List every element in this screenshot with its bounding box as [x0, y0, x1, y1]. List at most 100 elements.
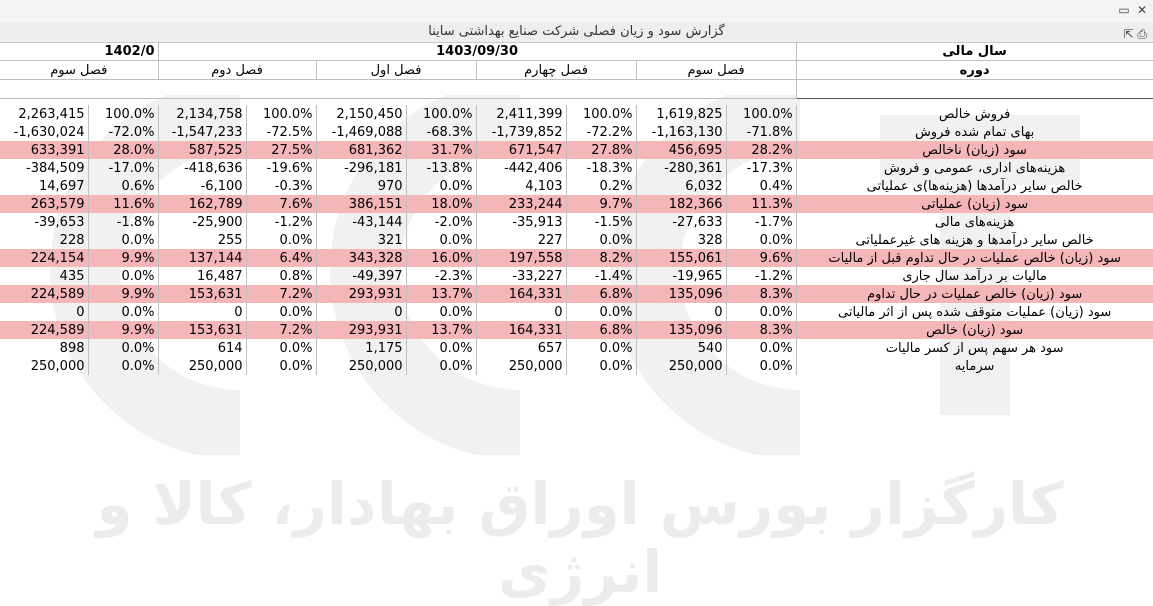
value-cell: 328 — [636, 231, 727, 249]
row-label: سود (زیان) خالص عملیات در حال تداوم قبل … — [796, 249, 1153, 267]
percent-cell: 0.0% — [88, 231, 159, 249]
table-row[interactable]: 14,697 0.6% -6,100 -0.3% 970 0.0% 4,103 0.2% 6,0… — [0, 177, 1153, 195]
value-cell: -1,739,852 — [476, 123, 567, 141]
table-row[interactable]: 263,579 11.6% 162,789 7.6% 386,151 18.0% 233,2… — [0, 195, 1153, 213]
percent-cell: 27.5% — [246, 141, 317, 159]
percent-cell: -1.4% — [566, 267, 637, 285]
value-cell: 1,619,825 — [636, 105, 727, 123]
percent-cell: -72.2% — [566, 123, 637, 141]
table-row[interactable]: 633,391 28.0% 587,525 27.5% 681,362 31.7% 671,… — [0, 141, 1153, 159]
period-q4: فصل دوم — [158, 60, 317, 80]
value-cell: 4,103 — [476, 177, 567, 195]
table-row[interactable]: 250,000 0.0% 250,000 0.0% 250,000 0.0% 250,000… — [0, 357, 1153, 375]
value-cell: 681,362 — [316, 141, 407, 159]
value-cell: -43,144 — [316, 213, 407, 231]
percent-cell: 100.0% — [246, 105, 317, 123]
percent-cell: -13.8% — [406, 159, 477, 177]
table-row[interactable]: 228 0.0% 255 0.0% 321 0.0% 227 0.0% 328 0.0% خالص … — [0, 231, 1153, 249]
percent-cell: 9.7% — [566, 195, 637, 213]
row-label: خالص سایر درآمدها (هزینه‌ها)ی عملیاتی — [796, 177, 1153, 195]
value-cell: 671,547 — [476, 141, 567, 159]
value-cell: 250,000 — [636, 357, 727, 375]
value-cell: -1,630,024 — [0, 123, 89, 141]
value-cell: 540 — [636, 339, 727, 357]
percent-cell: 0.0% — [246, 357, 317, 375]
value-cell: 250,000 — [158, 357, 247, 375]
percent-cell: 0.0% — [566, 339, 637, 357]
percent-cell: 0.0% — [406, 339, 477, 357]
percent-cell: 100.0% — [566, 105, 637, 123]
row-label: فروش خالص — [796, 105, 1153, 123]
percent-cell: -1.5% — [566, 213, 637, 231]
value-cell: -19,965 — [636, 267, 727, 285]
percent-cell: 13.7% — [406, 285, 477, 303]
restore-icon[interactable]: ▭ — [1118, 3, 1130, 17]
percent-cell: -1.2% — [246, 213, 317, 231]
percent-cell: 0.0% — [88, 339, 159, 357]
table-row[interactable]: -384,509 -17.0% -418,636 -19.6% -296,181 -13.… — [0, 159, 1153, 177]
value-cell: 2,150,450 — [316, 105, 407, 123]
value-cell: -49,397 — [316, 267, 407, 285]
value-cell: 250,000 — [0, 357, 89, 375]
value-cell: -418,636 — [158, 159, 247, 177]
close-icon[interactable]: ✕ — [1136, 3, 1148, 17]
table-row[interactable]: 224,589 9.9% 153,631 7.2% 293,931 13.7% 164,33… — [0, 285, 1153, 303]
value-cell: 614 — [158, 339, 247, 357]
percent-cell: 100.0% — [406, 105, 477, 123]
row-label: بهای تمام شده فروش — [796, 123, 1153, 141]
value-cell: -1,163,130 — [636, 123, 727, 141]
percent-cell: 18.0% — [406, 195, 477, 213]
table-row[interactable]: -1,630,024 -72.0% -1,547,233 -72.5% -1,469,0… — [0, 123, 1153, 141]
percent-cell: 0.0% — [566, 303, 637, 321]
percent-cell: 9.6% — [726, 249, 797, 267]
table-row[interactable]: 224,589 9.9% 153,631 7.2% 293,931 13.7% 164,33… — [0, 321, 1153, 339]
table-row[interactable]: 224,154 9.9% 137,144 6.4% 343,328 16.0% 197,55… — [0, 249, 1153, 267]
percent-cell: -18.3% — [566, 159, 637, 177]
value-cell: 227 — [476, 231, 567, 249]
table-row[interactable]: 0 0.0% 0 0.0% 0 0.0% 0 0.0% 0 0.0% سود (زیان) عملی… — [0, 303, 1153, 321]
export-icon[interactable]: ⇱ — [1123, 27, 1134, 41]
print-icon[interactable]: ⎙ — [1137, 27, 1147, 41]
value-cell: -33,227 — [476, 267, 567, 285]
value-cell: 0 — [476, 303, 567, 321]
year-1402-label: 1402/0 — [0, 42, 159, 61]
percent-cell: 13.7% — [406, 321, 477, 339]
percent-cell: 0.2% — [566, 177, 637, 195]
table-row[interactable]: 2,263,415 100.0% 2,134,758 100.0% 2,150,450 1… — [0, 105, 1153, 123]
row-label: سود (زیان) ناخالص — [796, 141, 1153, 159]
value-cell: 2,411,399 — [476, 105, 567, 123]
percent-cell: 7.2% — [246, 321, 317, 339]
percent-cell: -1.7% — [726, 213, 797, 231]
header-spacer-row — [0, 79, 1153, 99]
percent-cell: -2.0% — [406, 213, 477, 231]
percent-cell: 0.0% — [406, 357, 477, 375]
row-label: سرمایه — [796, 357, 1153, 375]
table-row[interactable]: 435 0.0% 16,487 0.8% -49,397 -2.3% -33,227 -1.4… — [0, 267, 1153, 285]
fiscal-year-label: سال مالی — [796, 42, 1153, 61]
table-row[interactable]: -39,653 -1.8% -25,900 -1.2% -43,144 -2.0% -35,… — [0, 213, 1153, 231]
value-cell: 224,589 — [0, 321, 89, 339]
selection-cell[interactable] — [795, 79, 1153, 99]
row-label: سود هر سهم پس از کسر مالیات — [796, 339, 1153, 357]
value-cell: 233,244 — [476, 195, 567, 213]
row-label: هزینه‌های مالی — [796, 213, 1153, 231]
percent-cell: 0.0% — [566, 357, 637, 375]
year-1403-label: 1403/09/30 — [158, 42, 797, 61]
value-cell: 587,525 — [158, 141, 247, 159]
value-cell: 137,144 — [158, 249, 247, 267]
value-cell: 343,328 — [316, 249, 407, 267]
percent-cell: 0.4% — [726, 177, 797, 195]
value-cell: 386,151 — [316, 195, 407, 213]
header-row-year: 1402/0 1403/09/30 سال مالی — [0, 42, 1153, 61]
percent-cell: 28.0% — [88, 141, 159, 159]
row-label: مالیات بر درآمد سال جاری — [796, 267, 1153, 285]
value-cell: 456,695 — [636, 141, 727, 159]
percent-cell: -71.8% — [726, 123, 797, 141]
value-cell: 164,331 — [476, 285, 567, 303]
value-cell: -1,469,088 — [316, 123, 407, 141]
percent-cell: 31.7% — [406, 141, 477, 159]
value-cell: 197,558 — [476, 249, 567, 267]
value-cell: 0 — [0, 303, 89, 321]
header-row-period: فصل سوم فصل دوم فصل اول فصل چهارم فصل سو… — [0, 60, 1153, 80]
table-row[interactable]: 898 0.0% 614 0.0% 1,175 0.0% 657 0.0% 540 0.0% سود… — [0, 339, 1153, 357]
